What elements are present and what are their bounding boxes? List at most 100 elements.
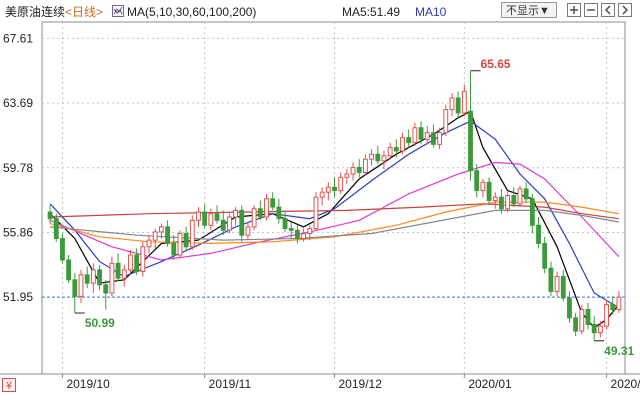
candle[interactable] [251, 205, 257, 231]
candle[interactable] [579, 304, 585, 335]
move-left-icon[interactable] [601, 3, 615, 17]
candle[interactable] [208, 208, 214, 231]
candle[interactable] [356, 159, 362, 178]
candle[interactable] [332, 177, 337, 198]
candle[interactable] [517, 185, 523, 208]
candle[interactable] [121, 264, 127, 287]
candle[interactable] [196, 207, 201, 227]
period-selector[interactable]: <日线> [65, 5, 104, 19]
zoom-out-icon[interactable] [584, 3, 598, 17]
candle[interactable] [616, 291, 622, 313]
candle[interactable] [468, 70, 473, 181]
zoom-in-icon[interactable] [567, 3, 581, 17]
candle[interactable] [437, 127, 443, 150]
candle[interactable] [140, 241, 146, 277]
candle[interactable] [412, 122, 418, 146]
yuan-sign-icon[interactable]: ¥ [2, 378, 16, 392]
candle[interactable] [523, 182, 529, 203]
candle[interactable] [604, 299, 609, 330]
candle[interactable] [554, 271, 560, 297]
candle[interactable] [214, 205, 220, 224]
candle[interactable] [474, 164, 480, 198]
candle[interactable] [90, 263, 96, 294]
candle[interactable] [177, 230, 183, 259]
candle[interactable] [257, 200, 263, 221]
candle[interactable] [264, 193, 269, 221]
candle[interactable] [270, 192, 276, 211]
candle[interactable] [307, 225, 313, 241]
display-dropdown[interactable]: 不显示▼ [501, 2, 557, 18]
candle[interactable] [183, 226, 189, 252]
candle[interactable] [233, 207, 238, 226]
candle[interactable] [226, 213, 232, 234]
candle[interactable] [202, 203, 208, 229]
candle[interactable] [103, 279, 109, 310]
candle[interactable] [109, 256, 115, 297]
candle[interactable] [282, 210, 288, 232]
candle[interactable] [276, 198, 282, 224]
candle[interactable] [424, 126, 430, 145]
candle[interactable] [84, 266, 90, 289]
candle[interactable] [610, 296, 616, 315]
candle[interactable] [597, 321, 603, 338]
candle[interactable] [585, 302, 591, 330]
candle[interactable] [443, 104, 449, 137]
candle[interactable] [548, 261, 554, 297]
candle[interactable] [449, 93, 455, 117]
candle[interactable] [369, 149, 375, 166]
candle[interactable] [165, 220, 170, 247]
candle[interactable] [591, 316, 597, 341]
candle[interactable] [344, 169, 350, 184]
candle[interactable] [381, 150, 387, 170]
candle[interactable] [492, 192, 498, 209]
candle[interactable] [325, 182, 331, 201]
candle[interactable] [152, 228, 158, 249]
candle[interactable] [393, 139, 399, 158]
candle[interactable] [189, 215, 195, 251]
candle[interactable] [294, 225, 300, 244]
candle[interactable] [567, 291, 572, 323]
candle[interactable] [245, 221, 251, 241]
candle[interactable] [536, 217, 541, 249]
candle[interactable] [505, 192, 511, 213]
candle[interactable] [97, 264, 102, 290]
candle[interactable] [431, 124, 436, 148]
candle[interactable] [486, 177, 492, 206]
candle[interactable] [418, 121, 424, 145]
candle[interactable] [47, 205, 53, 224]
candle[interactable] [387, 142, 393, 160]
candle[interactable] [529, 193, 535, 234]
move-right-icon[interactable] [618, 3, 632, 17]
candle[interactable] [220, 210, 226, 236]
candle[interactable] [78, 269, 84, 303]
candle[interactable] [288, 221, 294, 239]
candle[interactable] [301, 228, 307, 242]
candle[interactable] [455, 91, 461, 118]
candle[interactable] [239, 205, 245, 242]
candle[interactable] [362, 154, 368, 176]
candle[interactable] [115, 253, 121, 282]
candle[interactable] [350, 162, 356, 181]
candle[interactable] [60, 233, 65, 264]
candle[interactable] [400, 132, 405, 155]
candle[interactable] [158, 223, 164, 239]
candle[interactable] [461, 84, 467, 117]
candle[interactable] [375, 145, 381, 165]
candle[interactable] [128, 250, 133, 274]
candle[interactable] [171, 235, 177, 260]
ma-settings-icon[interactable] [112, 5, 124, 20]
candle[interactable] [406, 129, 412, 148]
candle[interactable] [511, 187, 517, 208]
candle[interactable] [542, 236, 548, 274]
candle[interactable] [146, 235, 152, 254]
candle[interactable] [53, 213, 59, 242]
candle[interactable] [134, 248, 140, 275]
candle[interactable] [338, 172, 344, 194]
candle[interactable] [480, 178, 486, 198]
candle[interactable] [66, 255, 72, 284]
candle[interactable] [72, 273, 78, 314]
candle[interactable] [313, 192, 319, 231]
candle[interactable] [560, 269, 566, 302]
